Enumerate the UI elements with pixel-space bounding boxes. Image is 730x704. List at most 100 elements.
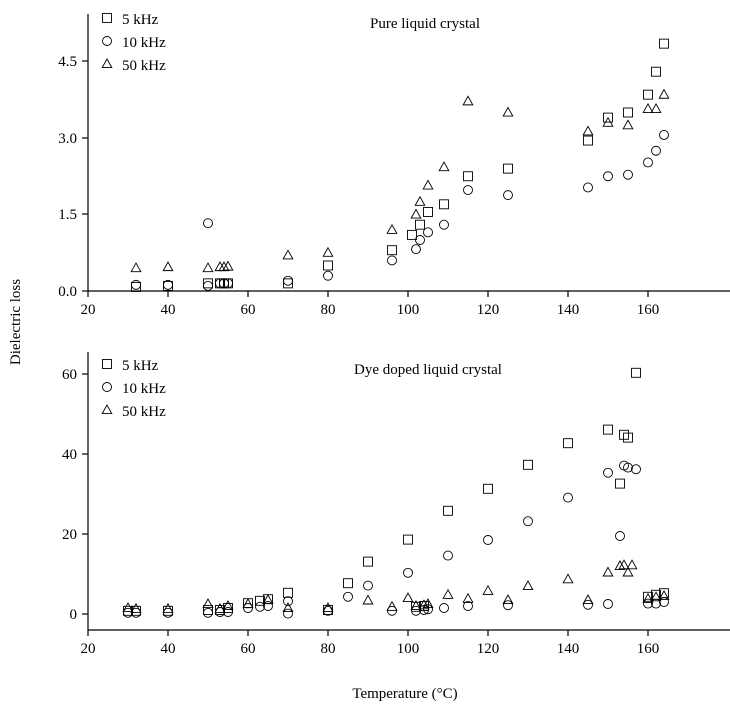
- data-point-triangle: [482, 584, 494, 595]
- data-point-triangle: [414, 195, 426, 206]
- data-point-triangle: [410, 600, 422, 611]
- data-point-triangle: [642, 592, 654, 603]
- data-point-triangle: [282, 602, 294, 613]
- data-point-triangle: [386, 600, 398, 611]
- data-point-triangle: [418, 599, 430, 610]
- x-tick-label: 80: [321, 641, 336, 657]
- data-point-square: [643, 89, 653, 100]
- data-point-circle: [283, 608, 293, 619]
- data-point-circle: [283, 596, 293, 607]
- chart-title: Dye doped liquid crystal: [354, 362, 502, 378]
- data-point-triangle: [222, 600, 234, 611]
- data-point-triangle: [130, 262, 142, 273]
- data-point-triangle: [582, 125, 594, 136]
- data-point-triangle: [386, 223, 398, 234]
- data-point-triangle: [442, 588, 454, 599]
- data-point-triangle: [162, 261, 174, 272]
- y-axis-label: Dielectric loss: [8, 279, 24, 365]
- x-tick-label: 40: [161, 641, 176, 657]
- data-point-circle: [503, 600, 513, 611]
- data-point-circle: [323, 605, 333, 616]
- data-point-square: [483, 483, 493, 494]
- data-point-triangle: [322, 602, 334, 613]
- legend-label: 50 kHz: [122, 404, 166, 420]
- data-point-square: [203, 605, 213, 615]
- data-point-triangle: [614, 560, 626, 571]
- x-tick-label: 100: [397, 302, 420, 318]
- data-point-square: [631, 367, 641, 378]
- data-point-triangle: [282, 249, 294, 260]
- data-point-circle: [403, 567, 413, 578]
- y-tick-label: 0.0: [58, 284, 77, 300]
- data-point-circle: [503, 190, 513, 201]
- data-point-circle: [443, 550, 453, 561]
- data-point-square: [503, 163, 513, 174]
- data-point-circle: [363, 580, 373, 591]
- data-point-square: [463, 171, 473, 182]
- legend-label: 10 kHz: [122, 381, 166, 397]
- data-point-circle: [215, 278, 225, 289]
- x-tick-label: 20: [81, 302, 96, 318]
- x-tick-label: 160: [637, 302, 660, 318]
- data-point-circle: [263, 601, 273, 611]
- data-point-circle: [651, 145, 661, 156]
- legend-marker-square: [102, 13, 112, 23]
- data-point-square: [563, 438, 573, 449]
- data-point-circle: [659, 129, 669, 140]
- data-point-circle: [203, 280, 213, 291]
- data-point-circle: [463, 601, 473, 611]
- legend-label: 5 kHz: [122, 12, 159, 28]
- data-point-circle: [219, 278, 229, 289]
- data-point-square: [415, 219, 425, 230]
- data-point-triangle: [502, 106, 514, 117]
- data-point-triangle: [262, 594, 274, 605]
- data-point-circle: [603, 599, 613, 609]
- data-point-square: [323, 260, 333, 271]
- data-point-triangle: [462, 95, 474, 106]
- data-point-circle: [411, 605, 421, 616]
- data-point-square: [423, 206, 433, 217]
- data-point-square: [443, 505, 453, 516]
- data-point-circle: [623, 169, 633, 180]
- data-point-triangle: [362, 594, 374, 605]
- y-tick-label: 40: [62, 447, 77, 463]
- y-tick-label: 4.5: [58, 54, 77, 70]
- data-point-circle: [603, 171, 613, 182]
- legend-marker-triangle: [101, 404, 113, 415]
- chart-title: Pure liquid crystal: [370, 16, 480, 32]
- data-point-square: [283, 278, 293, 289]
- y-tick-label: 60: [62, 367, 77, 383]
- legend-label: 10 kHz: [122, 35, 166, 51]
- data-point-circle: [583, 182, 593, 193]
- data-point-circle: [583, 599, 593, 610]
- data-point-circle: [163, 279, 173, 290]
- data-point-triangle: [622, 566, 634, 577]
- data-point-triangle: [130, 602, 142, 613]
- data-point-circle: [439, 603, 449, 613]
- data-point-circle: [411, 244, 421, 255]
- data-point-circle: [387, 255, 397, 266]
- data-point-circle: [203, 218, 213, 229]
- data-point-square: [203, 278, 213, 289]
- x-tick-label: 160: [637, 641, 660, 657]
- data-point-triangle: [462, 592, 474, 603]
- legend-label: 50 kHz: [122, 58, 166, 74]
- x-tick-label: 60: [241, 302, 256, 318]
- x-tick-label: 120: [477, 302, 500, 318]
- data-point-triangle: [410, 208, 422, 219]
- data-point-triangle: [562, 573, 574, 584]
- data-point-triangle: [242, 598, 254, 609]
- data-point-circle: [651, 598, 661, 609]
- data-point-triangle: [522, 580, 534, 591]
- data-point-circle: [631, 464, 641, 475]
- data-point-circle: [603, 467, 613, 478]
- data-point-circle: [203, 607, 213, 618]
- data-point-triangle: [502, 594, 514, 605]
- data-point-square: [283, 587, 293, 598]
- data-point-triangle: [422, 598, 434, 609]
- data-point-circle: [643, 157, 653, 168]
- y-tick-label: 3.0: [58, 131, 77, 147]
- data-point-square: [619, 429, 629, 440]
- x-tick-label: 80: [321, 302, 336, 318]
